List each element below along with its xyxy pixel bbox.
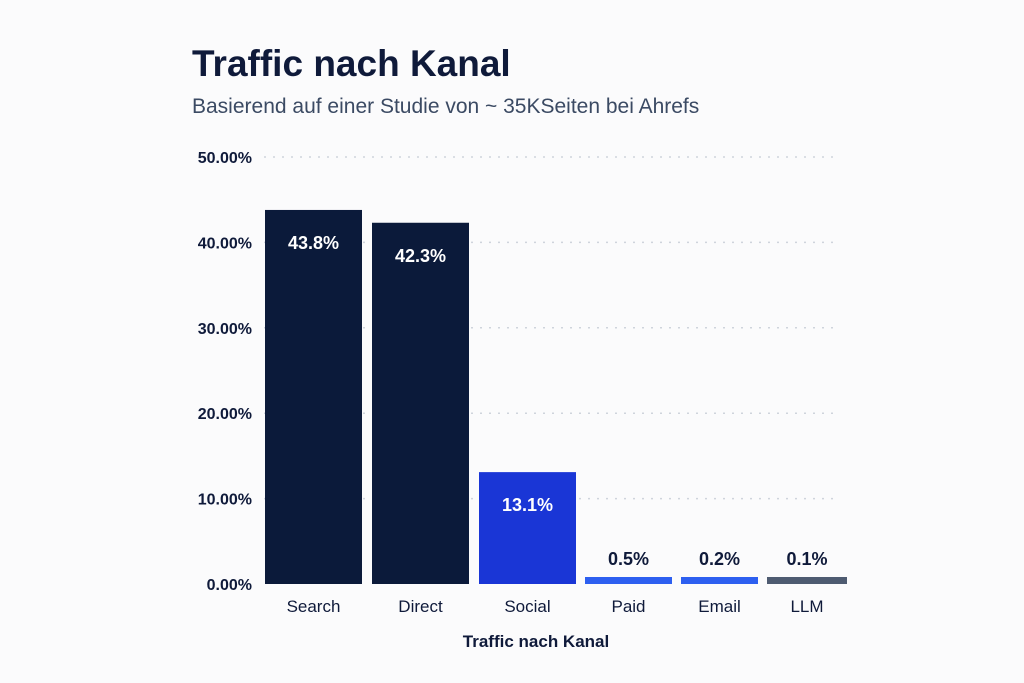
data-labels: 43.8% 42.3% 13.1% 0.5% 0.2% 0.1% [288,233,828,569]
x-axis-tick-labels: Search Direct Social Paid Email LLM [287,597,824,616]
bar-search [265,209,362,584]
x-tick-label: LLM [790,597,823,616]
bar-social [479,472,576,584]
y-tick-label: 40.00% [198,235,252,252]
x-axis-title: Traffic nach Kanal [463,632,609,651]
y-tick-label: 10.00% [198,492,252,509]
y-tick-label: 50.00% [198,150,252,167]
bar-paid [585,577,672,584]
bar-llm [767,577,847,584]
bar-direct [372,222,469,584]
x-tick-label: Direct [398,597,443,616]
x-tick-label: Search [287,597,341,616]
bars [265,209,847,584]
data-label: 13.1% [502,495,553,515]
y-tick-label: 0.00% [207,577,252,594]
x-tick-label: Paid [611,597,645,616]
y-tick-label: 20.00% [198,406,252,423]
data-label: 42.3% [395,246,446,266]
chart-subtitle: Basierend auf einer Studie von ~ 35KSeit… [192,95,699,118]
y-tick-label: 30.00% [198,321,252,338]
data-label: 0.2% [699,549,740,569]
bar-email [681,577,758,584]
x-tick-label: Social [504,597,550,616]
data-label: 43.8% [288,233,339,253]
chart-title: Traffic nach Kanal [192,43,511,84]
data-label: 0.1% [786,549,827,569]
x-tick-label: Email [698,597,741,616]
data-label: 0.5% [608,549,649,569]
y-axis-tick-labels: 0.00% 10.00% 20.00% 30.00% 40.00% 50.00% [198,150,252,594]
